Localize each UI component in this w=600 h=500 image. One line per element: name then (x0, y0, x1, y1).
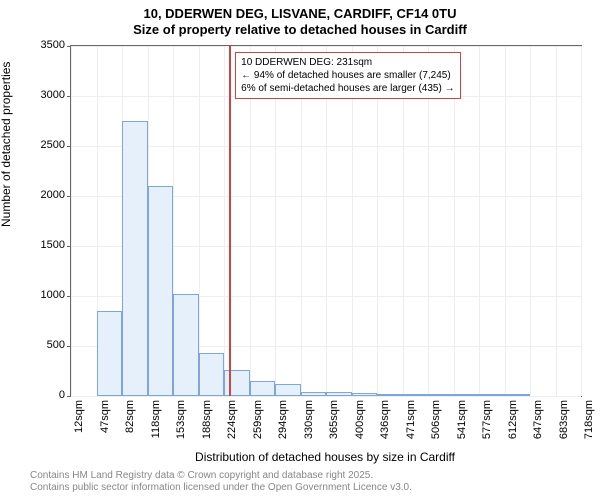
histogram-bar (352, 393, 378, 396)
chart-title-line1: 10, DDERWEN DEG, LISVANE, CARDIFF, CF14 … (0, 6, 600, 21)
histogram-bar (377, 394, 403, 397)
histogram-bar (403, 394, 429, 396)
grid-line (505, 46, 506, 396)
histogram-bar (250, 381, 276, 396)
plot-area: 10 DDERWEN DEG: 231sqm← 94% of detached … (70, 45, 582, 397)
annotation-line: 10 DDERWEN DEG: 231sqm (241, 56, 454, 69)
footer-line2: Contains public sector information licen… (30, 482, 412, 494)
annotation-line: 6% of semi-detached houses are larger (4… (241, 82, 454, 95)
ytick-label: 1000 (41, 289, 65, 301)
ytick-label: 3500 (41, 39, 65, 51)
histogram-bar (505, 394, 531, 396)
footer-line1: Contains HM Land Registry data © Crown c… (30, 470, 412, 482)
xtick-label: 718sqm (583, 400, 595, 439)
xtick-label: 12sqm (73, 400, 85, 433)
xtick-label: 436sqm (379, 400, 391, 439)
annotation-line: ← 94% of detached houses are smaller (7,… (241, 69, 454, 82)
grid-line (199, 46, 200, 396)
ytick-mark (67, 396, 71, 397)
xtick-label: 47sqm (99, 400, 111, 433)
histogram-bar (275, 384, 301, 396)
grid-line (581, 46, 582, 396)
histogram-bar (428, 394, 454, 396)
grid-line (71, 396, 581, 397)
histogram-bar (122, 121, 148, 396)
xtick-label: 330sqm (303, 400, 315, 439)
grid-line (530, 46, 531, 396)
xtick-label: 188sqm (201, 400, 213, 439)
xtick-label: 471sqm (405, 400, 417, 439)
xtick-label: 82sqm (124, 400, 136, 433)
xtick-label: 683sqm (558, 400, 570, 439)
chart-title-line2: Size of property relative to detached ho… (0, 22, 600, 37)
xtick-label: 365sqm (328, 400, 340, 439)
ytick-label: 2000 (41, 189, 65, 201)
histogram-bar (199, 353, 225, 396)
xtick-label: 224sqm (226, 400, 238, 439)
grid-line (71, 46, 72, 396)
histogram-bar (224, 370, 250, 396)
histogram-bar (479, 394, 505, 396)
xtick-label: 506sqm (430, 400, 442, 439)
ytick-label: 3000 (41, 89, 65, 101)
histogram-bar (97, 311, 123, 396)
ytick-label: 1500 (41, 239, 65, 251)
y-axis-label: Number of detached properties (0, 62, 13, 227)
xtick-label: 153sqm (175, 400, 187, 439)
grid-line (224, 46, 225, 396)
annotation-box: 10 DDERWEN DEG: 231sqm← 94% of detached … (235, 52, 460, 99)
xtick-label: 400sqm (354, 400, 366, 439)
xtick-label: 118sqm (150, 400, 162, 438)
ytick-label: 0 (59, 389, 65, 401)
histogram-chart: 10, DDERWEN DEG, LISVANE, CARDIFF, CF14 … (0, 0, 600, 500)
xtick-label: 259sqm (252, 400, 264, 439)
histogram-bar (301, 392, 327, 397)
xtick-label: 647sqm (532, 400, 544, 439)
histogram-bar (148, 186, 174, 396)
ytick-label: 500 (47, 339, 65, 351)
footer-attribution: Contains HM Land Registry data © Crown c… (30, 470, 412, 494)
xtick-label: 541sqm (456, 400, 468, 439)
xtick-label: 612sqm (507, 400, 519, 439)
xtick-label: 577sqm (481, 400, 493, 439)
x-axis-label: Distribution of detached houses by size … (70, 450, 580, 464)
reference-line (229, 46, 231, 396)
ytick-label: 2500 (41, 139, 65, 151)
histogram-bar (454, 394, 480, 396)
grid-line (556, 46, 557, 396)
histogram-bar (326, 392, 352, 396)
xtick-label: 294sqm (277, 400, 289, 439)
grid-line (479, 46, 480, 396)
histogram-bar (173, 294, 199, 396)
